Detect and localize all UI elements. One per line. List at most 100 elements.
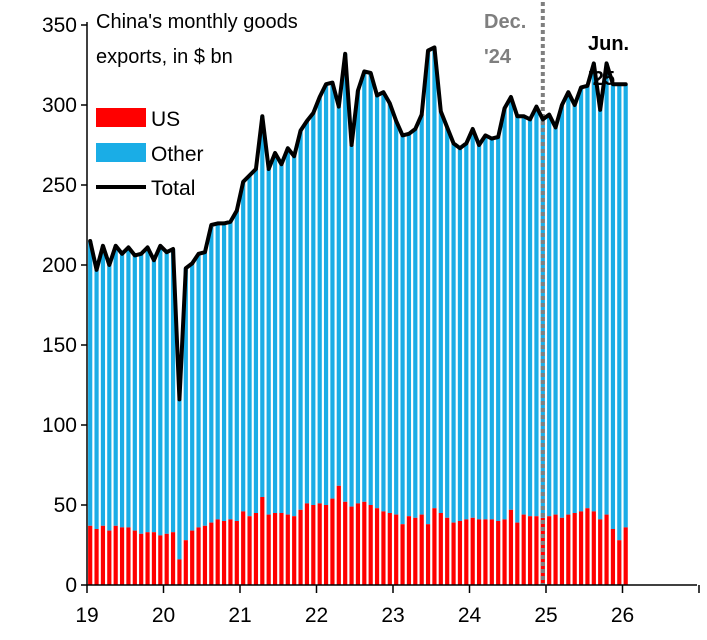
us-bar: [279, 513, 284, 585]
other-bar: [515, 116, 520, 523]
us-bar: [139, 533, 144, 585]
us-bar: [585, 508, 590, 585]
us-bar: [521, 514, 526, 585]
other-bar: [285, 148, 290, 515]
other-bar: [496, 137, 501, 521]
us-bar: [253, 513, 259, 585]
us-bar: [311, 505, 316, 585]
other-bar: [330, 82, 335, 499]
us-bar: [228, 519, 233, 585]
other-bar: [107, 265, 112, 531]
other-bar: [566, 92, 571, 515]
other-bar: [317, 97, 322, 504]
other-bar: [279, 164, 284, 513]
other-bar: [355, 90, 361, 504]
other-bar: [400, 135, 405, 525]
us-bar: [119, 527, 125, 585]
y-tick-label: 150: [42, 334, 77, 357]
other-bar: [164, 252, 169, 534]
y-tick-label: 250: [42, 174, 77, 197]
other-bar: [221, 223, 227, 521]
us-bar: [170, 532, 176, 585]
us-bar: [623, 527, 628, 585]
other-bar: [413, 129, 418, 518]
us-bar: [88, 525, 93, 585]
other-bar: [272, 153, 278, 513]
other-bar: [100, 245, 106, 526]
us-bar: [413, 517, 418, 585]
chart-title: China's monthly goods exports, in $ bn: [96, 11, 298, 68]
us-bar: [177, 559, 182, 585]
other-bar: [483, 135, 488, 520]
us-bar: [387, 513, 392, 585]
us-bar: [202, 525, 208, 585]
us-bar: [362, 501, 367, 585]
other-bar: [451, 143, 456, 523]
us-bar: [330, 498, 335, 585]
other-bar: [381, 92, 386, 512]
other-bar: [119, 253, 125, 528]
legend-other-label: Other: [151, 143, 204, 166]
other-bar: [572, 105, 577, 513]
other-bar: [464, 143, 469, 520]
other-bar: [419, 114, 424, 515]
other-bar: [610, 84, 616, 529]
us-bar: [107, 530, 112, 585]
us-bar: [221, 521, 227, 585]
y-tick-label: 100: [42, 414, 77, 437]
us-bar: [374, 508, 380, 585]
us-bar: [247, 516, 252, 585]
us-bar: [113, 525, 118, 585]
us-bar: [496, 521, 501, 585]
us-bar: [578, 511, 584, 585]
total-line-group: [88, 45, 628, 402]
us-bar: [355, 503, 361, 585]
other-bar: [234, 210, 239, 521]
other-bar: [508, 97, 514, 510]
other-bar: [190, 263, 195, 531]
other-bar: [457, 148, 463, 521]
other-bar: [88, 241, 93, 526]
us-bar: [317, 503, 322, 585]
us-bar: [260, 497, 265, 585]
us-bar: [241, 511, 246, 585]
other-bar: [425, 50, 431, 525]
us-bar: [604, 514, 609, 585]
other-bar: [170, 249, 176, 533]
tick-labels: 0 50 100 150 200 250 300 350 19 20 21 22 23 24 25 26: [42, 14, 634, 627]
other-bar: [228, 221, 233, 520]
us-bar: [400, 524, 405, 585]
other-bar: [311, 113, 316, 505]
other-bar: [374, 95, 380, 509]
other-bars: [88, 47, 628, 560]
other-bar: [349, 145, 354, 507]
us-bar: [591, 511, 596, 585]
us-bar: [598, 519, 603, 585]
other-bar: [298, 130, 303, 510]
us-bar: [502, 519, 507, 585]
other-bar: [578, 87, 584, 512]
us-bar: [126, 527, 131, 585]
other-bar: [445, 127, 450, 518]
legend: US Other Total: [96, 108, 204, 200]
annotation-dec-line-1: Dec.: [484, 11, 526, 33]
other-bar: [623, 84, 628, 528]
other-bar: [432, 47, 437, 509]
us-bar: [534, 516, 539, 585]
us-bar: [547, 516, 552, 585]
us-bar: [368, 505, 373, 585]
other-bar: [247, 175, 252, 517]
us-bar: [285, 514, 290, 585]
us-bar: [323, 505, 329, 585]
other-bar: [489, 138, 494, 520]
y-tick-label: 200: [42, 254, 77, 277]
other-bar: [470, 129, 475, 518]
us-bar: [100, 525, 106, 585]
other-bar: [502, 108, 507, 520]
legend-other-swatch: [96, 143, 146, 162]
legend-us-label: US: [151, 108, 180, 131]
other-bar: [215, 223, 220, 520]
us-bar: [196, 527, 201, 585]
total-line: [88, 45, 628, 402]
